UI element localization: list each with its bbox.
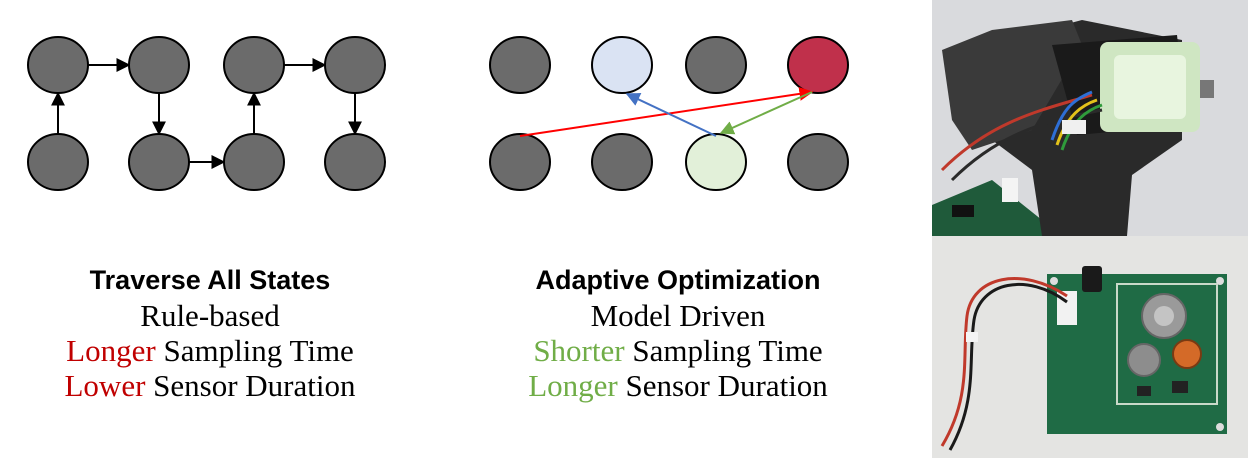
right-line-3-highlight: Longer: [528, 368, 618, 403]
left-line-3-rest: Sensor Duration: [145, 368, 356, 403]
right-line-3-rest: Sensor Duration: [617, 368, 828, 403]
state-node: [27, 133, 89, 191]
state-node-selected-red: [787, 36, 849, 94]
traverse-graph: [27, 36, 386, 191]
state-node: [787, 133, 849, 191]
left-line-2: Longer Sampling Time: [0, 333, 420, 368]
left-line-2-rest: Sampling Time: [155, 333, 354, 368]
state-node: [324, 133, 386, 191]
state-node-selected-blue: [591, 36, 653, 94]
left-line-3-highlight: Lower: [64, 368, 146, 403]
state-node-selected-green: [685, 133, 747, 191]
state-node: [489, 133, 551, 191]
edge-green: [719, 91, 813, 135]
state-node: [591, 133, 653, 191]
state-node: [223, 133, 285, 191]
adaptive-graph: [489, 36, 849, 191]
left-caption: Traverse All States Rule-based Longer Sa…: [0, 263, 420, 403]
right-line-1: Model Driven: [590, 298, 766, 333]
state-node: [128, 36, 190, 94]
state-node: [489, 36, 551, 94]
left-line-3: Lower Sensor Duration: [0, 368, 420, 403]
state-node: [223, 36, 285, 94]
left-line-1: Rule-based: [140, 298, 280, 333]
right-line-3: Longer Sensor Duration: [468, 368, 888, 403]
right-line-2: Shorter Sampling Time: [468, 333, 888, 368]
sensor-board-photo: [932, 236, 1248, 458]
left-title: Traverse All States: [89, 265, 331, 295]
state-node: [685, 36, 747, 94]
right-line-2-highlight: Shorter: [533, 333, 625, 368]
right-title: Adaptive Optimization: [535, 265, 821, 295]
state-node: [324, 36, 386, 94]
right-caption: Adaptive Optimization Model Driven Short…: [468, 263, 888, 403]
traverse-edges: [51, 58, 362, 169]
device-housing-photo: [932, 0, 1248, 236]
left-line-2-highlight: Longer: [66, 333, 156, 368]
state-node: [27, 36, 89, 94]
state-node: [128, 133, 190, 191]
edge-blue: [625, 93, 717, 137]
right-line-2-rest: Sampling Time: [624, 333, 823, 368]
edge-red: [519, 86, 814, 137]
